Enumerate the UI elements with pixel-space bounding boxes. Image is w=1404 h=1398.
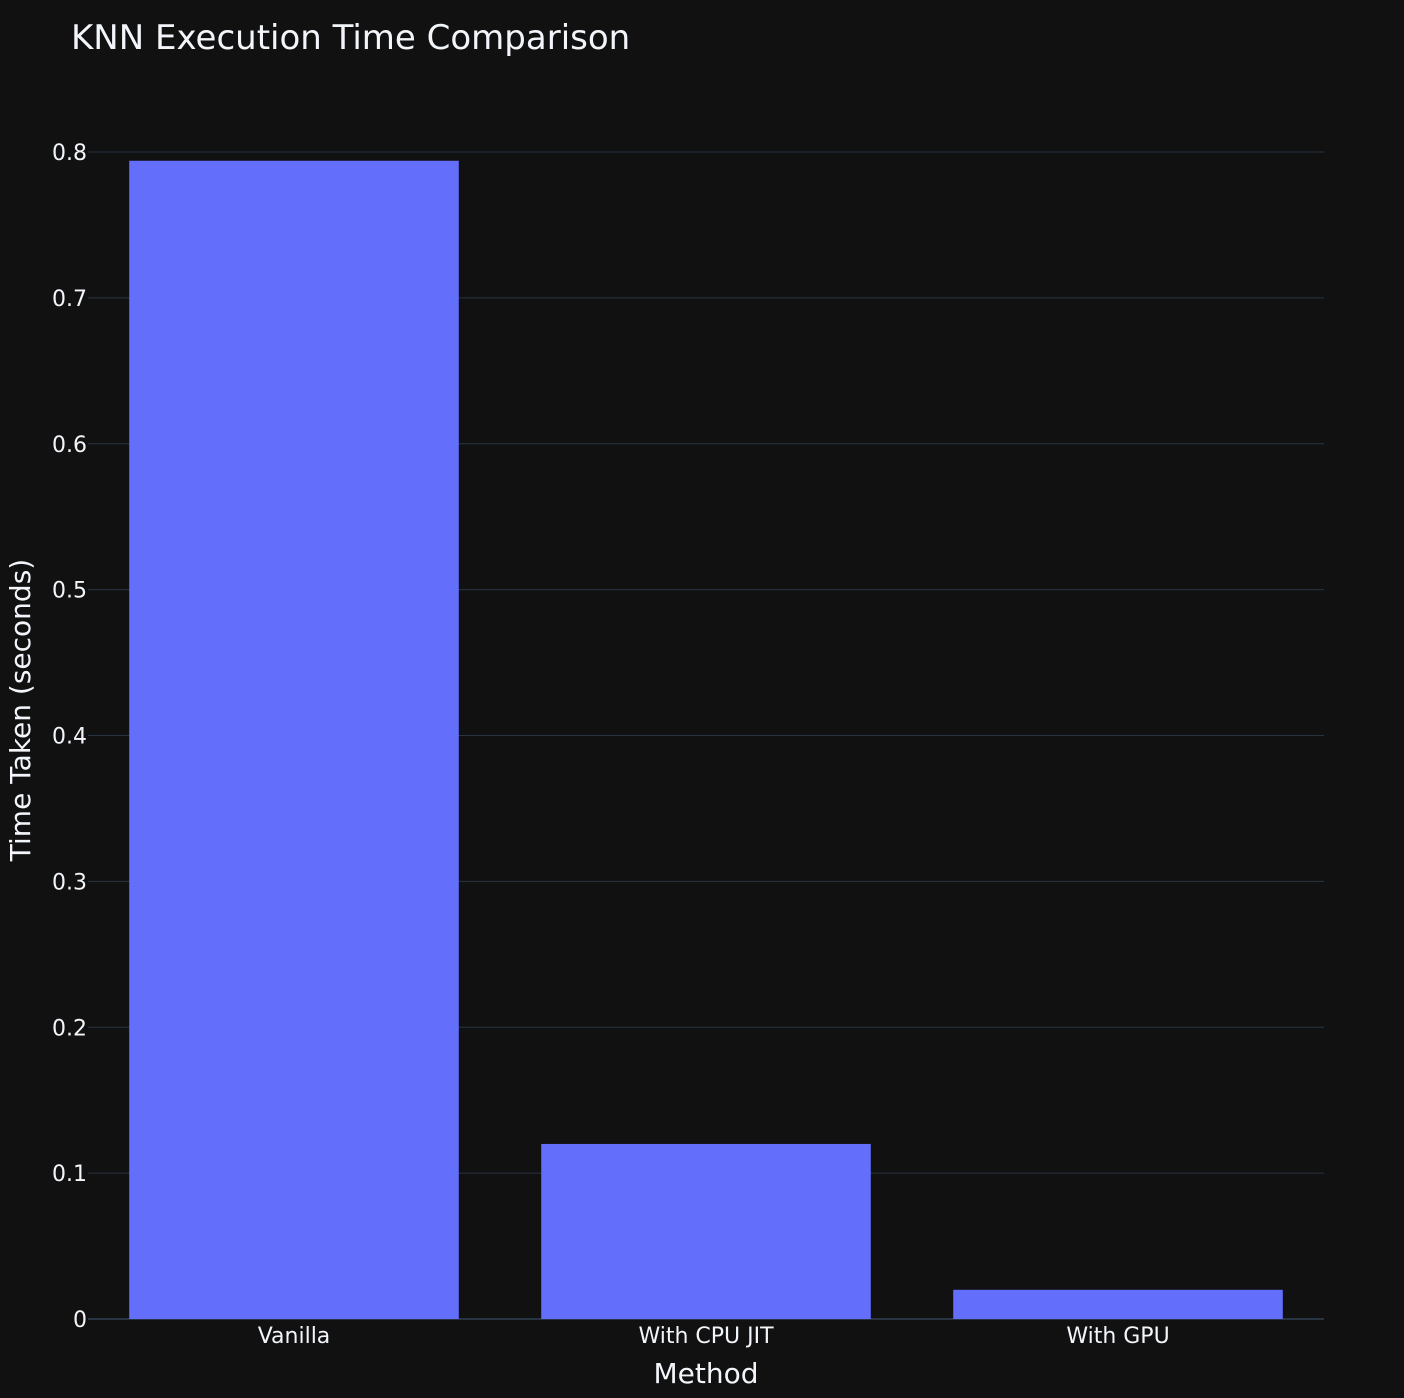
x-tick-label: With GPU [1066, 1324, 1169, 1349]
y-tick-label: 0.2 [52, 1016, 87, 1041]
bars [129, 160, 1283, 1320]
y-tick-label: 0.3 [52, 870, 87, 895]
y-tick-label: 0.1 [52, 1162, 87, 1187]
x-tick-label: Vanilla [258, 1324, 331, 1349]
y-tick-label: 0.5 [52, 579, 87, 604]
bar-with-gpu [953, 1289, 1283, 1319]
bar-with-cpu-jit [541, 1143, 871, 1319]
y-tick-label: 0.4 [52, 725, 87, 750]
chart-title: KNN Execution Time Comparison [71, 18, 630, 58]
y-tick-label: 0 [73, 1308, 87, 1333]
x-tick-label: With CPU JIT [638, 1324, 774, 1349]
x-axis-ticks: Vanilla With CPU JIT With GPU [258, 1324, 1170, 1349]
y-axis-ticks: 0 0.1 0.2 0.3 0.4 0.5 0.6 0.7 0.8 [52, 141, 87, 1333]
y-tick-label: 0.7 [52, 287, 87, 312]
y-tick-label: 0.6 [52, 433, 87, 458]
bar-vanilla [129, 160, 459, 1320]
x-axis-title: Method [653, 1357, 758, 1390]
y-tick-label: 0.8 [52, 141, 87, 166]
y-axis-title: Time Taken (seconds) [4, 559, 37, 862]
